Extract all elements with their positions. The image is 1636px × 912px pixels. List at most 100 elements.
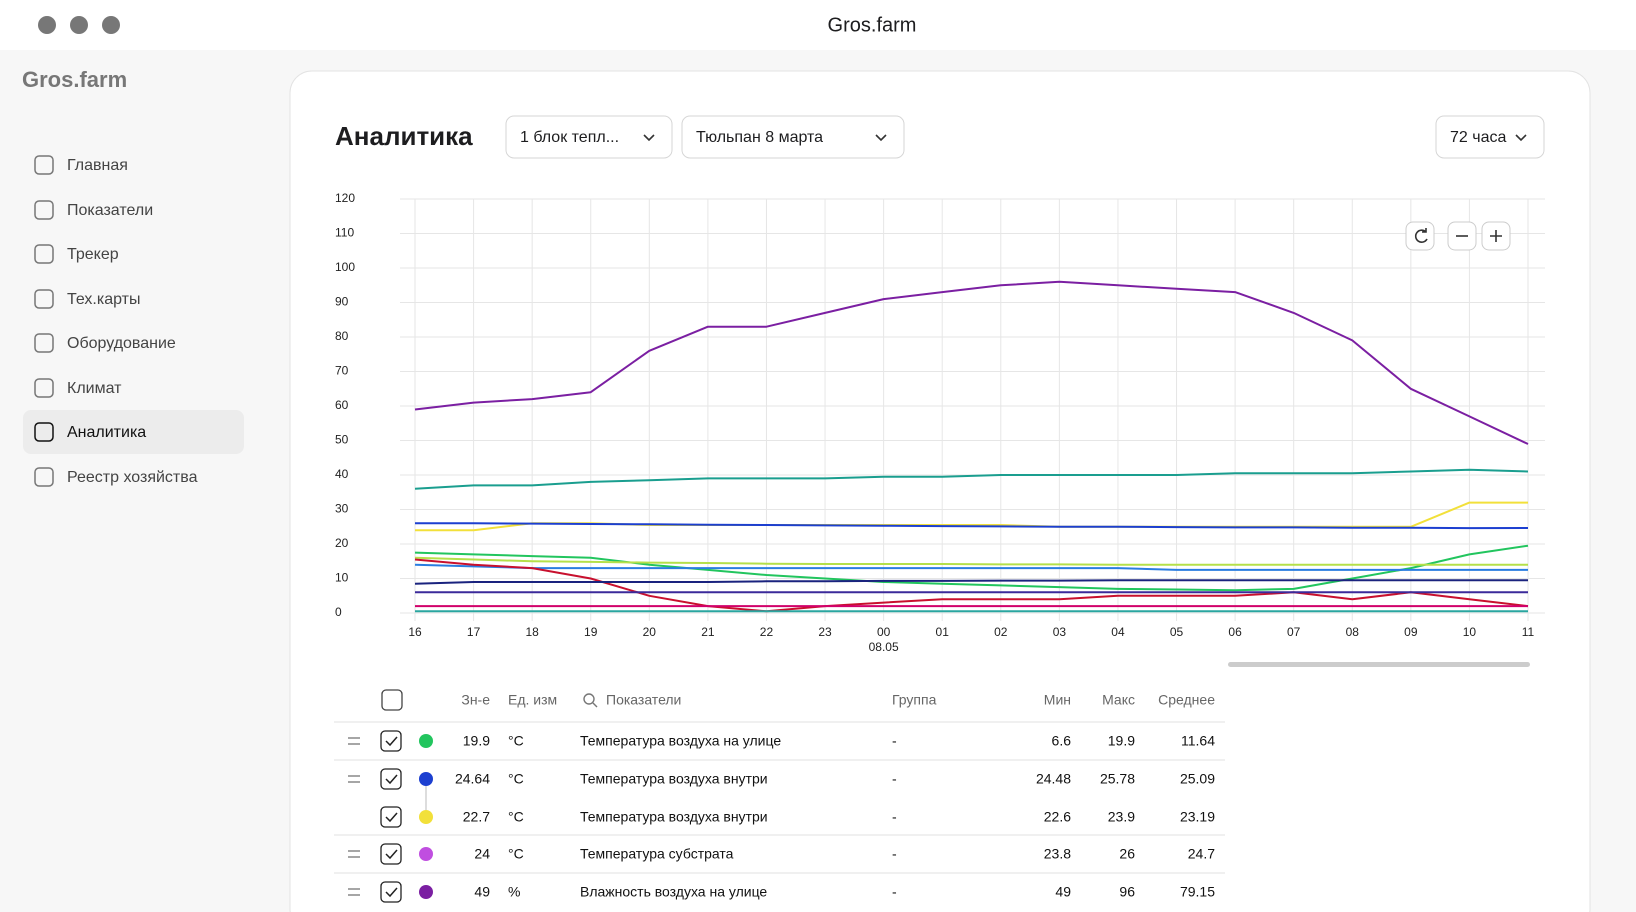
row-checkbox[interactable] xyxy=(380,806,402,828)
y-tick-label: 50 xyxy=(335,433,349,447)
row-checkbox[interactable] xyxy=(380,843,402,865)
dropdown[interactable] xyxy=(1435,115,1545,159)
cell-name: Влажность воздуха на улице xyxy=(580,884,767,900)
cell-min: 22.6 xyxy=(1044,809,1071,825)
nav-icon xyxy=(34,378,54,398)
cell-group: - xyxy=(892,771,897,787)
checkmark xyxy=(385,887,398,898)
y-tick-label: 60 xyxy=(335,398,349,412)
series-line xyxy=(414,280,1529,445)
page-title: Аналитика xyxy=(335,121,473,151)
nav-item[interactable]: Климат xyxy=(67,380,122,397)
series-color-dot xyxy=(419,810,433,824)
title-bar xyxy=(0,0,1636,50)
cell-name: Температура субстрата xyxy=(580,846,734,862)
cell-avg: 24.7 xyxy=(1188,846,1215,862)
drag-handle[interactable] xyxy=(348,775,360,783)
x-tick-label: 22 xyxy=(760,625,774,639)
x-tick-label: 16 xyxy=(408,625,422,639)
column-header[interactable]: Среднее xyxy=(1158,692,1215,708)
cell-min: 6.6 xyxy=(1052,733,1072,749)
dropdown-label: 1 блок тепл... xyxy=(520,129,619,146)
series-color-dot xyxy=(419,847,433,861)
maximize-button[interactable] xyxy=(102,16,120,34)
series-color-dot xyxy=(419,885,433,899)
cell-min: 24.48 xyxy=(1036,771,1071,787)
row-checkbox[interactable] xyxy=(380,768,402,790)
x-tick-label: 05 xyxy=(1170,625,1184,639)
y-tick-label: 100 xyxy=(335,260,355,274)
sidebar-nav: Главная Показатели Трекер Тех.карты Оборудов… xyxy=(23,155,244,487)
nav-item[interactable]: Тех.карты xyxy=(67,291,141,308)
x-tick-label: 01 xyxy=(936,625,950,639)
minimize-button[interactable] xyxy=(70,16,88,34)
drag-handle[interactable] xyxy=(348,850,360,858)
column-header[interactable]: Группа xyxy=(892,692,937,708)
nav-icon xyxy=(34,244,54,264)
x-tick-label: 11 xyxy=(1522,625,1535,639)
select-all-checkbox[interactable] xyxy=(381,689,403,711)
nav-item[interactable]: Реестр хозяйства xyxy=(67,469,198,486)
cell-value: 22.7 xyxy=(463,809,490,825)
cell-unit: °C xyxy=(508,733,524,749)
header-controls: 1 блок тепл... Тюльпан 8 марта 72 часа xyxy=(505,115,1545,159)
column-header[interactable]: Показатели xyxy=(606,692,681,708)
nav-icon xyxy=(34,333,54,353)
column-header[interactable]: Ед. изм xyxy=(508,692,557,708)
cell-name: Температура воздуха внутри xyxy=(580,771,768,787)
nav-item[interactable]: Главная xyxy=(67,157,128,174)
series-color-dot xyxy=(419,772,433,786)
cell-max: 25.78 xyxy=(1100,771,1135,787)
y-tick-label: 30 xyxy=(335,502,349,516)
nav-item[interactable]: Трекер xyxy=(67,246,119,263)
cell-unit: °C xyxy=(508,809,524,825)
drag-handle[interactable] xyxy=(348,888,360,896)
x-tick-label: 04 xyxy=(1111,625,1125,639)
y-tick-label: 90 xyxy=(335,295,349,309)
row-checkbox[interactable] xyxy=(380,881,402,903)
series-line xyxy=(414,579,1528,585)
x-tick-label: 21 xyxy=(701,625,715,639)
cell-avg: 23.19 xyxy=(1180,809,1215,825)
x-date-label: 08.05 xyxy=(869,640,899,654)
drag-handle[interactable] xyxy=(348,737,360,745)
checkmark xyxy=(385,812,398,823)
column-header[interactable]: Зн-е xyxy=(461,692,490,708)
chart-scrollbar[interactable] xyxy=(1228,662,1530,667)
column-header[interactable]: Макс xyxy=(1102,692,1135,708)
cell-group: - xyxy=(892,884,897,900)
dropdown[interactable] xyxy=(681,115,905,159)
dropdown[interactable] xyxy=(505,115,673,159)
dropdown-label: 72 часа xyxy=(1450,129,1506,146)
checkmark xyxy=(385,736,398,747)
reset-zoom-button[interactable] xyxy=(1405,221,1435,251)
column-header[interactable]: Мин xyxy=(1044,692,1071,708)
cell-unit: °C xyxy=(508,846,524,862)
x-tick-label: 17 xyxy=(467,625,481,639)
chevron xyxy=(1515,134,1527,142)
search-icon-handle xyxy=(592,702,598,708)
cell-value: 19.9 xyxy=(463,733,490,749)
logo[interactable]: Gros.farm xyxy=(22,67,127,92)
cell-value: 24 xyxy=(474,846,490,862)
cell-avg: 79.15 xyxy=(1180,884,1215,900)
close-button[interactable] xyxy=(38,16,56,34)
nav-item[interactable]: Показатели xyxy=(67,202,153,219)
nav-item[interactable]: Оборудование xyxy=(67,335,176,352)
row-checkbox[interactable] xyxy=(380,730,402,752)
nav-item[interactable]: Аналитика xyxy=(67,424,146,441)
chevron xyxy=(643,134,655,142)
nav-active-bg xyxy=(23,410,244,454)
window-title: Gros.farm xyxy=(828,14,917,36)
x-tick-label: 19 xyxy=(584,625,598,639)
nav-icon xyxy=(34,422,54,442)
cell-max: 26 xyxy=(1119,846,1135,862)
series-line xyxy=(415,522,1529,530)
x-tick-label: 03 xyxy=(1053,625,1067,639)
y-tick-label: 70 xyxy=(335,364,349,378)
series-line xyxy=(414,556,1528,566)
main-card xyxy=(289,70,1591,912)
nav-icon xyxy=(34,200,54,220)
